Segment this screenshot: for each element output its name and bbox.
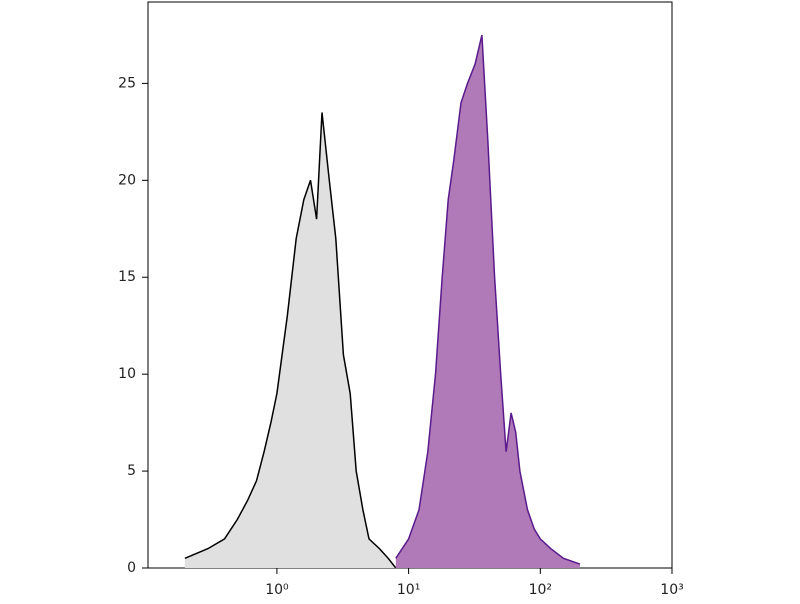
area-fill [395, 35, 580, 568]
area-line [184, 112, 397, 569]
area-fill [184, 112, 396, 568]
y-tick-label: 10 [118, 366, 136, 382]
x-tick-label: 10² [529, 582, 552, 598]
y-tick-label: 5 [127, 463, 136, 479]
x-tick-label: 10¹ [397, 582, 420, 598]
y-tick-label: 15 [118, 269, 136, 285]
y-tick-label: 0 [127, 560, 136, 576]
x-tick-label: 10⁰ [265, 582, 289, 598]
y-tick-label: 20 [118, 172, 136, 188]
plot-frame [147, 1, 673, 569]
y-tick-label: 25 [118, 75, 136, 91]
area-line [395, 34, 581, 565]
x-tick-label: 10³ [660, 582, 683, 598]
